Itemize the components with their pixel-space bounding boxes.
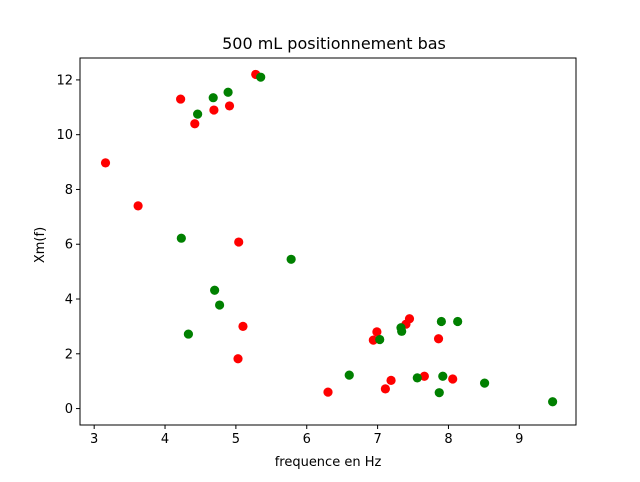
data-point bbox=[256, 72, 266, 82]
data-point bbox=[214, 300, 225, 310]
data-point bbox=[224, 101, 235, 111]
plot-frame bbox=[79, 57, 577, 426]
data-point bbox=[448, 374, 458, 384]
x-tick-label: 5 bbox=[232, 432, 240, 447]
data-point bbox=[238, 321, 248, 331]
plot-background bbox=[80, 58, 576, 425]
data-point bbox=[404, 314, 415, 324]
data-point bbox=[419, 371, 429, 381]
data-point bbox=[548, 397, 558, 407]
plot-area bbox=[79, 57, 577, 426]
data-point bbox=[176, 94, 186, 104]
x-axis: 3 4 5 6 7 8 9 bbox=[90, 425, 523, 447]
data-point bbox=[380, 384, 390, 394]
data-points bbox=[100, 69, 558, 407]
x-tick-label: 8 bbox=[444, 432, 452, 447]
data-point bbox=[176, 233, 186, 243]
y-tick-label: 10 bbox=[56, 128, 73, 143]
x-axis-label: frequence en Hz bbox=[275, 455, 382, 470]
chart-title: 500 mL positionnement bas bbox=[222, 34, 446, 53]
data-point bbox=[386, 375, 396, 385]
data-point bbox=[234, 237, 244, 247]
x-tick-label: 9 bbox=[515, 432, 523, 447]
data-point bbox=[436, 316, 446, 327]
x-tick-label: 3 bbox=[90, 432, 98, 447]
data-point bbox=[210, 285, 220, 295]
data-point bbox=[344, 370, 354, 380]
data-point bbox=[397, 326, 407, 336]
y-tick-label: 0 bbox=[65, 402, 73, 417]
data-point bbox=[412, 373, 422, 383]
x-tick-label: 4 bbox=[161, 432, 169, 447]
x-tick-label: 6 bbox=[303, 432, 311, 447]
data-point bbox=[183, 329, 194, 339]
y-tick-label: 12 bbox=[56, 73, 73, 88]
y-axis: 0 2 4 6 8 10 12 bbox=[56, 73, 80, 417]
x-tick-label: 7 bbox=[373, 432, 381, 447]
data-point bbox=[208, 93, 218, 103]
data-point bbox=[323, 387, 333, 397]
y-tick-label: 4 bbox=[65, 293, 73, 308]
data-point bbox=[190, 119, 200, 129]
data-point bbox=[375, 334, 385, 345]
data-point bbox=[453, 316, 463, 327]
data-point bbox=[433, 334, 444, 344]
data-point bbox=[223, 87, 233, 97]
data-point bbox=[100, 158, 111, 168]
data-point bbox=[372, 327, 382, 337]
data-point bbox=[233, 354, 243, 364]
data-point bbox=[193, 109, 203, 119]
data-point bbox=[438, 371, 448, 381]
data-point bbox=[209, 105, 219, 115]
data-point bbox=[479, 378, 490, 388]
data-point bbox=[133, 201, 143, 211]
data-point bbox=[434, 388, 444, 398]
y-tick-label: 2 bbox=[65, 347, 73, 362]
y-tick-label: 6 bbox=[65, 238, 73, 253]
data-point bbox=[286, 254, 296, 264]
y-axis-label: Xm(f) bbox=[33, 227, 48, 263]
y-tick-label: 8 bbox=[65, 183, 73, 198]
